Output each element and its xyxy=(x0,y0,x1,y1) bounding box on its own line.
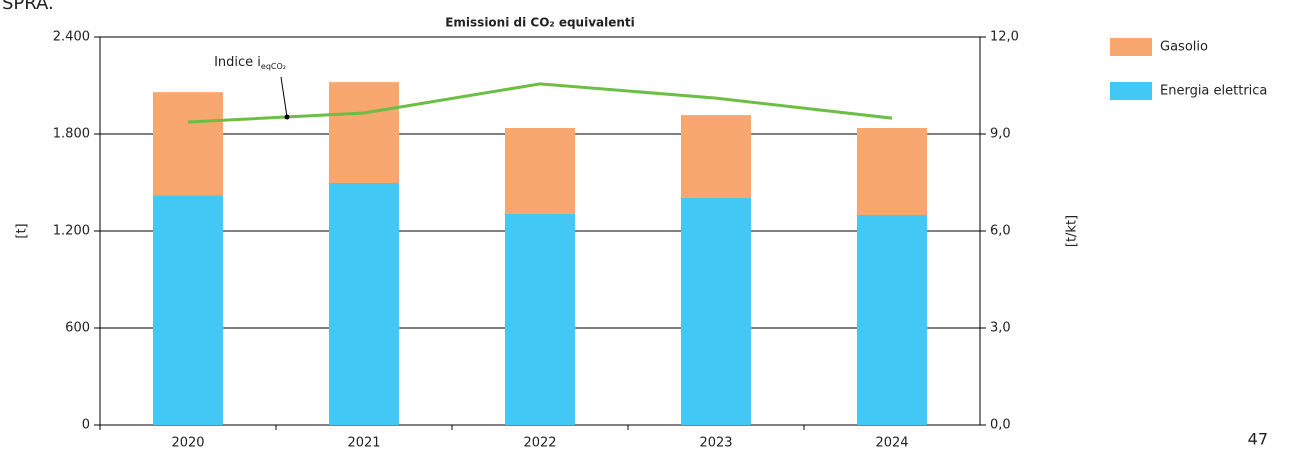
bar xyxy=(505,214,575,425)
annotation-dot xyxy=(284,114,290,120)
bar xyxy=(681,198,751,425)
bar xyxy=(505,128,575,215)
y-tick-label: 2.400 xyxy=(53,30,90,45)
y-tick-label: 0 xyxy=(82,418,90,433)
chart-title: Emissioni di CO₂ equivalenti xyxy=(445,16,635,30)
y-tick-label: 1.800 xyxy=(53,127,90,142)
annotation-sub: eqCO₂ xyxy=(261,62,286,71)
bar xyxy=(857,128,927,215)
y2-axis-label: [t/kt] xyxy=(1065,215,1080,247)
y-tick-label: 600 xyxy=(65,321,90,336)
x-tick-label: 2023 xyxy=(699,436,732,450)
legend-label: Gasolio xyxy=(1160,40,1208,55)
bar xyxy=(681,115,751,199)
bar xyxy=(153,92,223,196)
x-tick-label: 2020 xyxy=(171,436,204,450)
line xyxy=(187,82,893,124)
y-axis-label: [t] xyxy=(15,223,30,238)
annotation-text: Indice i xyxy=(214,55,261,70)
bar xyxy=(857,214,927,425)
x-tick-label: 2021 xyxy=(347,436,380,450)
page-number: 47 xyxy=(1248,430,1268,449)
y2-tick-label: 12,0 xyxy=(990,30,1019,45)
legend-swatch xyxy=(1110,82,1152,100)
y2-tick-label: 3,0 xyxy=(990,321,1011,336)
y2-tick-label: 9,0 xyxy=(990,127,1011,142)
legend-label: Energia elettrica xyxy=(1160,84,1267,99)
y2-tick-label: 0,0 xyxy=(990,418,1011,433)
header-fragment: SPRA. xyxy=(2,0,54,14)
x-tick-label: 2024 xyxy=(875,436,908,450)
x-tick-label: 2022 xyxy=(523,436,556,450)
bar xyxy=(153,195,223,425)
y2-tick-label: 6,0 xyxy=(990,224,1011,239)
annotation-leader xyxy=(280,76,288,118)
bar xyxy=(329,182,399,425)
bar xyxy=(329,82,399,183)
y-tick-label: 1.200 xyxy=(53,224,90,239)
annotation: Indice ieqCO₂ xyxy=(214,55,286,71)
legend-swatch xyxy=(1110,38,1152,56)
